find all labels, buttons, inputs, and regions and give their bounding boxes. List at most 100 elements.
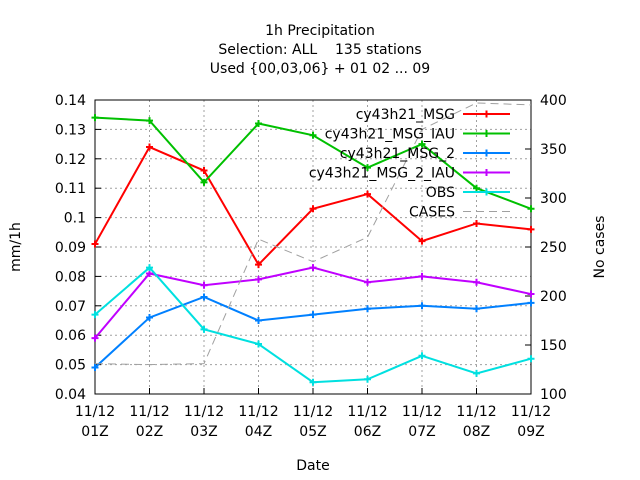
legend-label: OBS: [426, 185, 455, 201]
data-point: [473, 369, 480, 377]
y2-axis-label: No cases: [592, 216, 608, 279]
y-tick-label: 0.05: [55, 358, 86, 374]
y2-tick-label: 100: [540, 387, 567, 403]
legend-marker: [483, 169, 490, 176]
legend-label: CASES: [409, 205, 455, 221]
x-tick-label: 01Z: [81, 424, 108, 440]
series-line: [94, 266, 532, 339]
data-point: [200, 293, 208, 301]
data-point: [527, 205, 535, 213]
data-point: [146, 117, 153, 125]
y2-tick-label: 200: [540, 289, 567, 305]
data-point: [418, 302, 426, 310]
y-tick-label: 0.1: [64, 211, 86, 227]
y-tick-label: 0.09: [55, 240, 86, 256]
series-line: [94, 102, 532, 366]
data-point: [309, 264, 317, 272]
legend-label: cy43h21_MSG: [356, 107, 455, 123]
data-point: [527, 225, 535, 233]
title-line: 1h Precipitation: [265, 23, 375, 39]
x-tick-label: 11/12: [511, 404, 551, 420]
data-point: [200, 178, 208, 186]
title-line: Selection: ALL 135 stations: [218, 42, 421, 58]
data-point: [473, 278, 480, 286]
legend-marker: [483, 110, 490, 118]
x-tick-label: 11/12: [456, 404, 496, 420]
data-point: [527, 299, 535, 307]
data-point: [255, 275, 262, 283]
grid: [95, 100, 531, 394]
data-point: [309, 131, 317, 139]
legend-label: cy43h21_MSG_2: [340, 146, 455, 162]
data-point: [364, 278, 371, 286]
x-tick-label: 05Z: [299, 424, 326, 440]
y-axis-label: mm/1h: [8, 222, 24, 272]
x-tick-label: 02Z: [136, 424, 163, 440]
y-tick-label: 0.13: [55, 122, 86, 138]
y-tick-label: 0.12: [55, 152, 86, 168]
data-point: [255, 340, 262, 348]
x-tick-label: 11/12: [184, 404, 224, 420]
x-tick-label: 09Z: [517, 424, 544, 440]
data-point: [473, 219, 480, 227]
x-tick-label: 11/12: [238, 404, 278, 420]
data-point: [200, 167, 208, 175]
y2-tick-label: 250: [540, 240, 567, 256]
x-axis-label: Date: [296, 458, 329, 474]
data-point: [255, 317, 262, 324]
x-tick-label: 07Z: [408, 424, 435, 440]
data-point: [309, 311, 317, 319]
y2-tick-label: 150: [540, 338, 567, 354]
data-point: [146, 269, 153, 277]
y2-tick-label: 350: [540, 142, 567, 158]
y-tick-label: 0.04: [55, 387, 86, 403]
y2-tick-label: 300: [540, 191, 567, 207]
data-point: [91, 240, 99, 248]
data-point: [255, 261, 262, 269]
x-axis-ticks: 11/12 01Z 11/12 02Z 11/12 03Z 11/12 04Z 11/12 05Z…: [75, 388, 551, 440]
x-tick-label: 08Z: [463, 424, 490, 440]
legend-label: cy43h21_MSG_2_IAU: [309, 166, 455, 182]
data-point: [418, 272, 426, 280]
data-point: [418, 140, 426, 148]
data-point: [309, 205, 317, 213]
x-tick-label: 11/12: [347, 404, 387, 420]
legend-label: cy43h21_MSG_IAU: [325, 127, 455, 143]
y-tick-label: 0.07: [55, 299, 86, 315]
data-point: [91, 364, 99, 372]
y-tick-label: 0.06: [55, 328, 86, 344]
x-tick-label: 11/12: [402, 404, 442, 420]
data-point: [91, 311, 99, 319]
y-tick-label: 0.08: [55, 269, 86, 285]
x-tick-label: 06Z: [354, 424, 381, 440]
data-point: [527, 355, 535, 363]
data-point: [418, 352, 426, 360]
data-point: [364, 375, 371, 383]
x-tick-label: 04Z: [245, 424, 272, 440]
data-point: [146, 264, 153, 272]
data-point: [200, 281, 208, 289]
data-point: [146, 143, 153, 151]
legend: cy43h21_MSG cy43h21_MSG_IAU cy43h21_MSG_2c…: [309, 107, 510, 221]
y-axis-ticks: 0.04 0.05 0.06 0.07 0.08 0.09 0.1 0.11 0.12 0.13 0…: [55, 93, 101, 403]
title-line: Used {00,03,06} + 01 02 ... 09: [210, 61, 430, 77]
y2-axis-ticks: 100 150 200 250 300 350 400: [525, 93, 567, 403]
data-point: [364, 164, 371, 172]
data-point: [309, 378, 317, 386]
data-point: [91, 334, 99, 342]
data-point: [255, 120, 262, 128]
data-point: [146, 314, 153, 322]
data-point: [364, 190, 371, 198]
y-tick-label: 0.14: [55, 93, 86, 109]
y-tick-label: 0.11: [55, 181, 86, 197]
x-tick-label: 11/12: [293, 404, 333, 420]
data-point: [200, 325, 208, 333]
data-point: [527, 290, 535, 298]
series: [91, 102, 535, 386]
data-point: [418, 237, 426, 245]
x-tick-label: 11/12: [129, 404, 169, 420]
x-tick-label: 03Z: [190, 424, 217, 440]
data-point: [91, 114, 99, 122]
data-point: [473, 305, 480, 313]
